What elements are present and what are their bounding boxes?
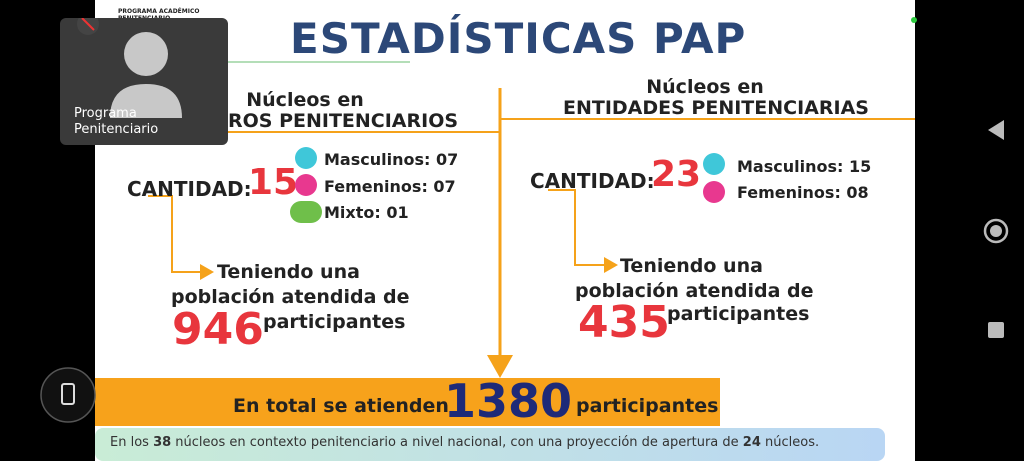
quantity: 15 <box>248 162 299 203</box>
population: Teniendo una <box>620 255 763 277</box>
population: población atendida de <box>171 286 410 308</box>
footer-text: En los <box>110 435 154 450</box>
population: población atendida de <box>575 280 814 302</box>
footer-text: núcleos. <box>760 435 820 450</box>
participant-name: Programa Penitenciario <box>74 106 159 137</box>
heading: Núcleos en <box>246 89 364 111</box>
heading: ENTIDADES PENITENCIARIAS <box>563 97 869 119</box>
quantity-label: CANTIDAD: <box>530 169 655 193</box>
logo-text: PROGRAMA ACADÉMICO <box>118 8 200 15</box>
breakdown: Masculinos: 15 <box>737 157 872 176</box>
slide-title: ESTADÍSTICAS PAP <box>290 14 747 63</box>
participants-number: 946 <box>172 304 264 355</box>
heading: Núcleos en <box>646 76 764 98</box>
breakdown: Femeninos: 08 <box>737 183 869 202</box>
footer-text: núcleos en contexto penitenciario a nive… <box>171 435 743 450</box>
population: Teniendo una <box>217 261 360 283</box>
quantity-label: CANTIDAD: <box>127 177 252 201</box>
footer-number: 38 <box>153 435 172 450</box>
participants-number: 435 <box>578 297 670 348</box>
breakdown: Mixto: 01 <box>324 203 409 222</box>
total-suffix: participantes <box>576 395 719 417</box>
avatar <box>77 18 182 118</box>
participant-tile[interactable]: Programa Penitenciario <box>60 18 228 145</box>
quantity: 23 <box>651 154 702 195</box>
total-number: 1380 <box>444 374 573 428</box>
participants-label: participantes <box>263 311 406 333</box>
footer: En los 38 núcleos en contexto penitencia… <box>110 435 819 450</box>
heading: ROS PENITENCIARIOS <box>228 110 459 132</box>
total-prefix: En total se atienden <box>233 395 449 417</box>
participants-label: participantes <box>667 303 810 325</box>
breakdown: Femeninos: 07 <box>324 177 456 196</box>
breakdown: Masculinos: 07 <box>324 150 459 169</box>
footer-number: 24 <box>742 435 761 450</box>
